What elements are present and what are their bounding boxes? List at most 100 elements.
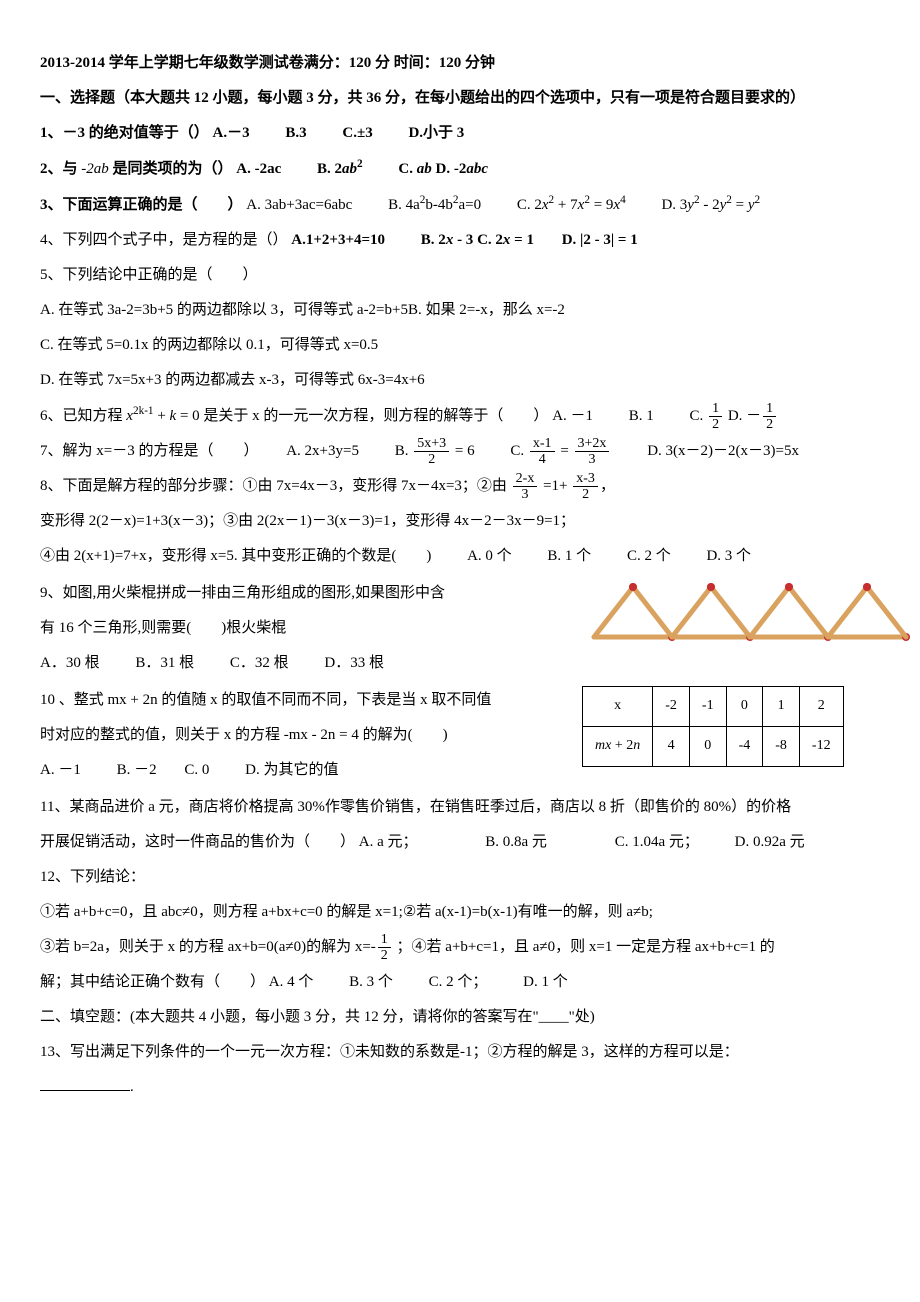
cell: 1 <box>763 687 800 727</box>
q8-c: C. 2 个 <box>627 548 671 564</box>
q8-l1-post: ， <box>600 478 615 494</box>
q10-l1: 10 、整式 mx + 2n 的值随 x 的取值不同而不同，下表是当 x 取不同… <box>40 684 570 717</box>
q8-b: B. 1 个 <box>547 548 591 564</box>
q10-table: x -2 -1 0 1 2 mx + 2n 4 0 -4 -8 -12 <box>582 686 844 767</box>
table-row: x -2 -1 0 1 2 <box>583 687 844 727</box>
q11-l1: 11、某商品进价 a 元，商店将价格提高 30%作零售价销售，在销售旺季过后，商… <box>40 791 880 824</box>
q7: 7、解为 x=－3 的方程是（ ） A. 2x+3y=5 B. 5x+32 = … <box>40 435 880 468</box>
q10-c: C. 0 <box>184 762 209 778</box>
q2-c: C. ab <box>398 161 431 177</box>
q12-l2-post: ；④若 a+b+c=1，且 a≠0，则 x=1 一定是方程 ax+b+c=1 的 <box>393 939 775 955</box>
q12-l2: ③若 b=2a，则关于 x 的方程 ax+b=0(a≠0)的解为 x=-12 ；… <box>40 931 880 964</box>
q2-a: A. -2ac <box>236 161 281 177</box>
q4-stem: 4、下列四个式子中，是方程的是（） <box>40 232 288 248</box>
cell: -1 <box>689 687 726 727</box>
doc-header: 2013-2014 学年上学期七年级数学测试卷满分：120 分 时间：120 分… <box>40 47 880 80</box>
q6-c: C. 12 <box>690 408 725 424</box>
q1-a: A.－3 <box>213 125 250 141</box>
cell: 2 <box>799 687 843 727</box>
q2-stem-pre: 2、与 <box>40 161 81 177</box>
cell: 0 <box>726 687 763 727</box>
cell: -12 <box>799 726 843 766</box>
q3-b: B. 4a2b-4b2a=0 <box>388 197 481 213</box>
q1-b: B.3 <box>285 125 306 141</box>
q8-d: D. 3 个 <box>706 548 751 564</box>
q6-expr-post: + k = 0 <box>154 408 200 424</box>
q6-a: A. －1 <box>552 408 593 424</box>
q10-b: B. －2 <box>117 762 157 778</box>
q12-c: C. 2 个； <box>429 974 488 990</box>
q7-stem: 7、解为 x=－3 的方程是（ ） <box>40 443 258 459</box>
q5-c: C. 在等式 5=0.1x 的两边都除以 0.1，可得等式 x=0.5 <box>40 329 880 362</box>
q12-b: B. 3 个 <box>349 974 393 990</box>
q8-l1: 8、下面是解方程的部分步骤：①由 7x=4x－3，变形得 7x－4x=3；②由 … <box>40 470 880 503</box>
q8-l3-stem: ④由 2(x+1)=7+x，变形得 x=5. 其中变形正确的个数是( ) <box>40 548 431 564</box>
q4-d: D. |2 - 3| = 1 <box>562 232 638 248</box>
q8-pre: 8、下面是解方程的部分步骤：①由 7x=4x－3，变形得 7x－4x=3；②由 <box>40 478 511 494</box>
q5-stem: 5、下列结论中正确的是（ ） <box>40 259 880 292</box>
cell: 4 <box>653 726 690 766</box>
q3: 3、下面运算正确的是（ ） A. 3ab+3ac=6abc B. 4a2b-4b… <box>40 188 880 222</box>
q1: 1、－3 的绝对值等于（） A.－3 B.3 C.±3 D.小于 3 <box>40 117 880 150</box>
q7-d: D. 3(x－2)－2(x－3)=5x <box>647 443 799 459</box>
q2-d: D. -2abc <box>436 161 489 177</box>
q3-stem: 3、下面运算正确的是（ ） <box>40 197 243 213</box>
q2-b: B. 2ab2 <box>317 161 363 177</box>
row2-label: mx + 2n <box>583 726 653 766</box>
cell: -4 <box>726 726 763 766</box>
q1-d: D.小于 3 <box>408 125 464 141</box>
q7-a: A. 2x+3y=5 <box>286 443 359 459</box>
q11-d: D. 0.92a 元 <box>735 834 805 850</box>
row1-label: x <box>583 687 653 727</box>
q6-d: D. －12 <box>728 408 778 424</box>
q7-b: B. 5x+32 = 6 <box>395 443 475 459</box>
q2-term: -2ab <box>81 161 109 177</box>
q4-a: A.1+2+3+4=10 <box>291 232 385 248</box>
matchstick-figure <box>580 575 920 653</box>
q11-a: A. a 元； <box>359 834 418 850</box>
q2-stem-post: 是同类项的为（） <box>109 161 233 177</box>
q12-l1: ①若 a+b+c=0，且 abc≠0，则方程 a+bx+c=0 的解是 x=1;… <box>40 896 880 929</box>
q12-a: A. 4 个 <box>269 974 314 990</box>
q6-stem-pre: 6、已知方程 <box>40 408 126 424</box>
q12-d: D. 1 个 <box>523 974 568 990</box>
q6-exp: 2k-1 <box>133 405 154 417</box>
q4: 4、下列四个式子中，是方程的是（） A.1+2+3+4=10 B. 2x - 3… <box>40 224 880 257</box>
q3-d: D. 3y2 - 2y2 = y2 <box>661 197 760 213</box>
q8-l2: 变形得 2(2－x)=1+3(x－3)；③由 2(2x－1)－3(x－3)=1，… <box>40 505 880 538</box>
q11-l2-stem: 开展促销活动，这时一件商品的售价为（ ） <box>40 834 355 850</box>
q3-c: C. 2x2 + 7x2 = 9x4 <box>517 197 626 213</box>
q12-l3-stem: 解；其中结论正确个数有（ ） <box>40 974 265 990</box>
q9-b: B．31 根 <box>135 655 194 671</box>
q8-l3: ④由 2(x+1)=7+x，变形得 x=5. 其中变形正确的个数是( ) A. … <box>40 540 880 573</box>
q8-mid: =1+ <box>539 478 571 494</box>
q12-l3: 解；其中结论正确个数有（ ） A. 4 个 B. 3 个 C. 2 个； D. … <box>40 966 880 999</box>
q10-a: A. －1 <box>40 762 81 778</box>
q10-l2: 时对应的整式的值，则关于 x 的方程 -mx - 2n = 4 的解为( ) <box>40 719 570 752</box>
q7-c: C. x-14 = 3+2x3 <box>510 443 611 459</box>
q2: 2、与 -2ab 是同类项的为（） A. -2ac B. 2ab2 C. ab … <box>40 152 880 186</box>
q9-d: D．33 根 <box>324 655 384 671</box>
q8-a: A. 0 个 <box>467 548 512 564</box>
q9-row: 9、如图,用火柴棍拼成一排由三角形组成的图形,如果图形中含 有 16 个三角形,… <box>40 575 880 682</box>
cell: -2 <box>653 687 690 727</box>
q1-stem: 1、－3 的绝对值等于（） <box>40 125 209 141</box>
q6: 6、已知方程 x2k-1 + k = 0 是关于 x 的一元一次方程，则方程的解… <box>40 399 880 433</box>
q5-b: B. 如果 2=-x，那么 x=-2 <box>408 302 565 318</box>
q10-d: D. 为其它的值 <box>245 762 338 778</box>
q5-d: D. 在等式 7x=5x+3 的两边都减去 x-3，可得等式 6x-3=4x+6 <box>40 364 880 397</box>
q1-c: C.±3 <box>342 125 372 141</box>
section2-title: 二、填空题：(本大题共 4 小题，每小题 3 分，共 12 分，请将你的答案写在… <box>40 1001 880 1034</box>
q11-c: C. 1.04a 元； <box>615 834 699 850</box>
q10-opts: A. －1 B. －2 C. 0 D. 为其它的值 <box>40 754 570 787</box>
q12-l2-pre: ③若 b=2a，则关于 x 的方程 ax+b=0(a≠0)的解为 x=- <box>40 939 376 955</box>
q12-head: 12、下列结论： <box>40 861 880 894</box>
table-row: mx + 2n 4 0 -4 -8 -12 <box>583 726 844 766</box>
q4-c: C. 2x = 1 <box>477 232 534 248</box>
q5-ab: A. 在等式 3a-2=3b+5 的两边都除以 3，可得等式 a-2=b+5B.… <box>40 294 880 327</box>
q9-opts: A．30 根 B．31 根 C．32 根 D．33 根 <box>40 647 580 680</box>
q9-l1: 9、如图,用火柴棍拼成一排由三角形组成的图形,如果图形中含 <box>40 577 580 610</box>
q11-l2: 开展促销活动，这时一件商品的售价为（ ） A. a 元； B. 0.8a 元 C… <box>40 826 880 859</box>
q13: 13、写出满足下列条件的一个一元一次方程：①未知数的系数是-1；②方程的解是 3… <box>40 1036 880 1069</box>
section1-title: 一、选择题（本大题共 12 小题，每小题 3 分，共 36 分，在每小题给出的四… <box>40 82 880 115</box>
